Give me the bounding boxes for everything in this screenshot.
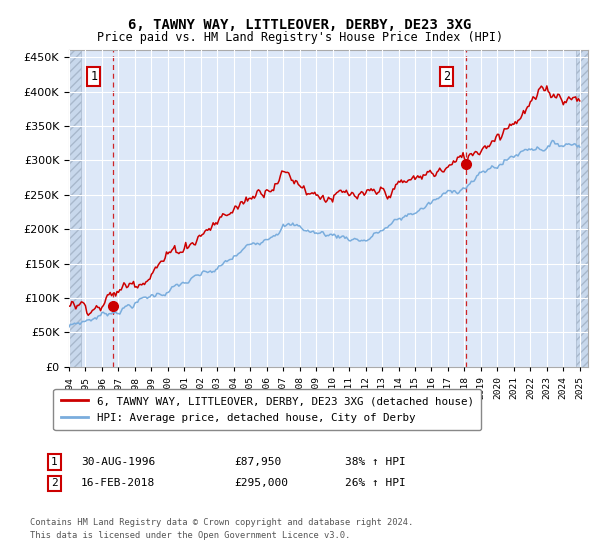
Text: 30-AUG-1996: 30-AUG-1996 [81, 457, 155, 467]
Legend: 6, TAWNY WAY, LITTLEOVER, DERBY, DE23 3XG (detached house), HPI: Average price, : 6, TAWNY WAY, LITTLEOVER, DERBY, DE23 3X… [53, 389, 481, 430]
Text: Price paid vs. HM Land Registry's House Price Index (HPI): Price paid vs. HM Land Registry's House … [97, 31, 503, 44]
Text: £87,950: £87,950 [234, 457, 281, 467]
Text: 6, TAWNY WAY, LITTLEOVER, DERBY, DE23 3XG: 6, TAWNY WAY, LITTLEOVER, DERBY, DE23 3X… [128, 18, 472, 32]
Bar [69, 50, 82, 367]
Bar [575, 50, 588, 367]
Text: 1: 1 [90, 70, 97, 83]
Text: £295,000: £295,000 [234, 478, 288, 488]
Text: Contains HM Land Registry data © Crown copyright and database right 2024.
This d: Contains HM Land Registry data © Crown c… [30, 519, 413, 540]
Text: 16-FEB-2018: 16-FEB-2018 [81, 478, 155, 488]
Text: 26% ↑ HPI: 26% ↑ HPI [345, 478, 406, 488]
Text: 2: 2 [51, 478, 58, 488]
Text: 38% ↑ HPI: 38% ↑ HPI [345, 457, 406, 467]
Text: 1: 1 [51, 457, 58, 467]
Text: 2: 2 [443, 70, 450, 83]
